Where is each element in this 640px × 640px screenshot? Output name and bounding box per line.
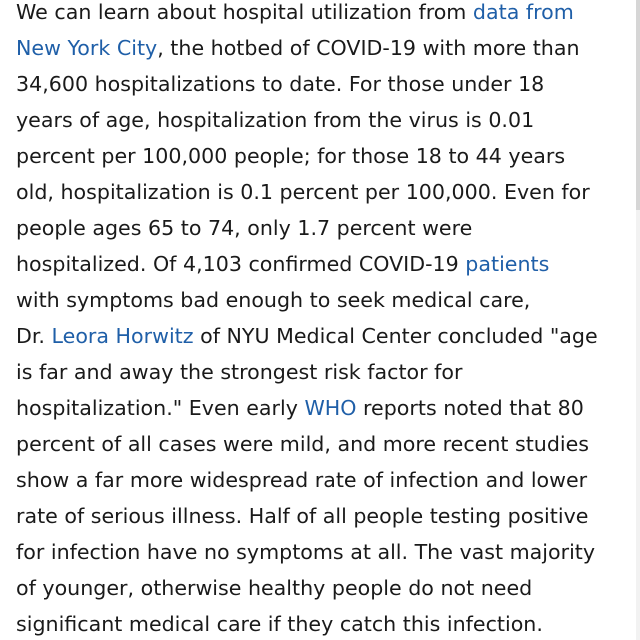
link-leora-horwitz[interactable]: Leora Horwitz — [51, 324, 194, 348]
text-run: reports noted that 80 — [356, 396, 584, 420]
text-run: We can learn about hospital utilization … — [16, 0, 473, 24]
paragraph-line: hospitalization." Even early WHO reports… — [16, 390, 628, 426]
vertical-scrollbar[interactable] — [636, 0, 640, 640]
paragraph-line: old, hospitalization is 0.1 percent per … — [16, 174, 628, 210]
paragraph-line: percent per 100,000 people; for those 18… — [16, 138, 628, 174]
paragraph-line: significant medical care if they catch t… — [16, 606, 628, 640]
paragraph-line: New York City, the hotbed of COVID-19 wi… — [16, 30, 628, 66]
link-who[interactable]: WHO — [304, 396, 357, 420]
paragraph-line: for infection have no symptoms at all. T… — [16, 534, 628, 570]
text-run: hospitalized. Of 4,103 confirmed COVID-1… — [16, 252, 466, 276]
paragraph-line: is far and away the strongest risk facto… — [16, 354, 628, 390]
paragraph-line: hospitalized. Of 4,103 confirmed COVID-1… — [16, 246, 628, 282]
paragraph-line: with symptoms bad enough to seek medical… — [16, 282, 628, 318]
text-run: for infection have no symptoms at all. T… — [16, 540, 596, 564]
scrollbar-thumb[interactable] — [636, 0, 640, 210]
paragraph-line: percent of all cases were mild, and more… — [16, 426, 628, 462]
text-run: hospitalization." Even early — [16, 396, 305, 420]
text-run: of NYU Medical Center concluded "age — [193, 324, 598, 348]
text-run: is far and away the strongest risk facto… — [16, 360, 463, 384]
text-run: old, hospitalization is 0.1 percent per … — [16, 180, 590, 204]
text-run: years of age, hospitalization from the v… — [16, 108, 535, 132]
paragraph-line: people ages 65 to 74, only 1.7 percent w… — [16, 210, 628, 246]
link-patients[interactable]: patients — [465, 252, 550, 276]
text-run: people ages 65 to 74, only 1.7 percent w… — [16, 216, 473, 240]
text-run: , the hotbed of COVID-19 with more than — [157, 36, 580, 60]
text-run: show a far more widespread rate of infec… — [16, 468, 588, 492]
text-run: with symptoms bad enough to seek medical… — [16, 288, 531, 312]
paragraph-line: years of age, hospitalization from the v… — [16, 102, 628, 138]
paragraph-line: Dr. Leora Horwitz of NYU Medical Center … — [16, 318, 628, 354]
text-run: of younger, otherwise healthy people do … — [16, 576, 533, 600]
article-paragraph: We can learn about hospital utilization … — [16, 0, 628, 640]
link-new-york-city[interactable]: New York City — [16, 36, 158, 60]
text-run: percent per 100,000 people; for those 18… — [16, 144, 566, 168]
link-data-from[interactable]: data from — [472, 0, 574, 24]
text-run: significant medical care if they catch t… — [16, 612, 543, 636]
text-run: 34,600 hospitalizations to date. For tho… — [16, 72, 545, 96]
text-run: Dr. — [16, 324, 52, 348]
paragraph-line: of younger, otherwise healthy people do … — [16, 570, 628, 606]
text-run: rate of serious illness. Half of all peo… — [16, 504, 589, 528]
text-run: percent of all cases were mild, and more… — [16, 432, 590, 456]
paragraph-line: show a far more widespread rate of infec… — [16, 462, 628, 498]
paragraph-line: 34,600 hospitalizations to date. For tho… — [16, 66, 628, 102]
paragraph-line: We can learn about hospital utilization … — [16, 0, 628, 30]
paragraph-line: rate of serious illness. Half of all peo… — [16, 498, 628, 534]
